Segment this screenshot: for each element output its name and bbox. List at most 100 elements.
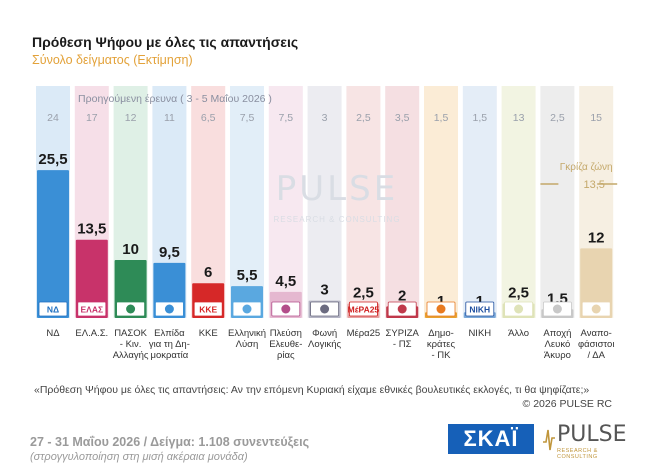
column-background: [346, 86, 381, 318]
category-label: κράτες: [427, 339, 456, 350]
party-logo-text: ΝΙΚΗ: [469, 305, 490, 315]
category-label: Ελπίδα: [154, 328, 185, 339]
previous-survey-label: Προηγούμενη έρευνα ( 3 - 5 Μαΐου 2026 ): [78, 93, 272, 105]
category-label: ΕΛ.Α.Σ.: [75, 328, 108, 339]
chart-subtitle: Σύνολο δείγματος (Εκτίμηση): [32, 53, 193, 67]
column-background: [540, 86, 575, 318]
bar-value-label: 25,5: [38, 151, 67, 168]
party-logo-icon: [242, 304, 252, 314]
bar-value-label: 3: [320, 282, 328, 299]
column-background: [501, 86, 536, 318]
bar-value-label: 13,5: [77, 221, 106, 238]
previous-value-label: 1,5: [434, 112, 449, 124]
column-background: [385, 86, 420, 318]
category-label: Άλλο: [508, 328, 529, 339]
category-label: φάσιστοι: [578, 339, 615, 350]
category-label: Δημο-: [428, 328, 454, 339]
previous-value-label: 7,5: [278, 112, 293, 124]
category-label: ΣΥΡΙΖΑ: [386, 328, 420, 339]
watermark-subtitle: RESEARCH & CONSULTING: [273, 215, 400, 224]
bar-value-label: 2,5: [508, 285, 529, 302]
previous-value-label: 13: [513, 112, 525, 124]
survey-question: «Πρόθεση Ψήφου με όλες τις απαντήσεις: Α…: [34, 384, 590, 396]
party-logo-box: [77, 301, 107, 317]
column-background: [191, 86, 226, 318]
party-logo-icon: [164, 304, 174, 314]
party-logo-icon: [591, 304, 601, 314]
previous-value-label: 6,5: [201, 112, 216, 124]
skai-logo: ΣΚΑΪ: [448, 424, 534, 454]
category-label: ΠΑΣΟΚ: [114, 328, 147, 339]
category-label: Αλλαγής: [113, 350, 149, 361]
party-logo-box: [193, 301, 223, 317]
copyright-note: © 2026 PULSE RC: [522, 398, 612, 410]
bar-value-label: 5,5: [237, 267, 258, 284]
previous-value-label: 2,5: [550, 112, 565, 124]
category-label: Ελευθε-: [269, 339, 302, 350]
pulse-logo: PULSE RESEARCH & CONSULTING: [543, 422, 637, 460]
category-label: ρίας: [277, 350, 295, 361]
category-label: / ΔΑ: [587, 350, 605, 361]
bar: [580, 248, 613, 318]
party-logo-box: [348, 301, 378, 317]
column-background: [268, 86, 303, 318]
previous-value-label: 24: [47, 112, 59, 124]
party-logo-icon: [126, 304, 136, 314]
category-label: - Κιν.: [120, 339, 142, 350]
previous-value-label: 15: [590, 112, 602, 124]
rounding-note: (στρογγυλοποίηση στη μισή ακέραια μονάδα…: [30, 451, 248, 463]
party-logo-icon: [281, 304, 291, 314]
category-label: Αποχή: [543, 328, 571, 339]
category-label: Αναπο-: [581, 328, 612, 339]
grey-zone-value: 13,5: [583, 179, 604, 191]
category-label: - ΠΚ: [432, 350, 452, 361]
watermark-title: PULSE: [276, 169, 398, 209]
pulse-mark-icon: [543, 429, 555, 451]
party-logo-icon: [320, 304, 330, 314]
previous-value-label: 2,5: [356, 112, 371, 124]
previous-value-label: 3,5: [395, 112, 410, 124]
bar-value-label: 2: [398, 287, 406, 304]
party-logo-text: ΜέΡΑ25: [348, 305, 380, 315]
previous-value-label: 11: [164, 112, 175, 124]
category-label: Λευκό: [545, 339, 571, 350]
column-background: [307, 86, 342, 318]
category-label: ΚΚΕ: [199, 328, 218, 339]
bar-value-label: 6: [204, 264, 212, 281]
category-label: ΝΙΚΗ: [468, 328, 491, 339]
survey-dates-sample: 27 - 31 Μαΐου 2026 / Δείγμα: 1.108 συνεν…: [30, 435, 310, 449]
party-logo-text: ΚΚΕ: [199, 305, 217, 315]
previous-value-label: 12: [125, 112, 137, 124]
category-label: μοκρατία: [151, 350, 189, 361]
previous-value-label: 1,5: [472, 112, 487, 124]
party-logo-icon: [552, 304, 562, 314]
bar-value-label: 10: [122, 241, 139, 258]
chart-title: Πρόθεση Ψήφου με όλες τις απαντήσεις: [32, 34, 299, 50]
pulse-logo-text: PULSE: [557, 422, 627, 447]
category-label: Λογικής: [308, 339, 342, 350]
grey-zone-label: Γκρίζα ζώνη: [560, 161, 613, 173]
column-background: [230, 86, 264, 318]
category-label: Ελληνική: [228, 328, 266, 339]
bar-value-label: 12: [588, 229, 605, 246]
previous-value-label: 17: [86, 112, 98, 124]
category-label: για τη Δη-: [149, 339, 190, 350]
column-background: [462, 86, 497, 318]
column-background: [424, 86, 458, 318]
category-label: ΝΔ: [46, 328, 60, 339]
bar: [75, 239, 108, 318]
party-logo-icon: [397, 304, 407, 314]
party-logo-box: [38, 301, 68, 317]
bar-value-label: 9,5: [159, 244, 180, 261]
bar-value-label: 4,5: [275, 273, 296, 290]
party-logo-box: [465, 301, 495, 317]
vote-intention-chart: PULSE RESEARCH & CONSULTING Προηγούμενη έρ…: [36, 86, 618, 361]
category-label: Πλεύση: [270, 328, 302, 339]
previous-value-label: 3: [322, 112, 328, 124]
party-logo-icon: [514, 304, 524, 314]
bar: [37, 170, 69, 318]
party-logo-text: ΝΔ: [47, 305, 59, 315]
category-label: Λύση: [236, 339, 259, 350]
category-label: - ΠΣ: [393, 339, 412, 350]
category-label: Φωνή: [312, 328, 337, 339]
